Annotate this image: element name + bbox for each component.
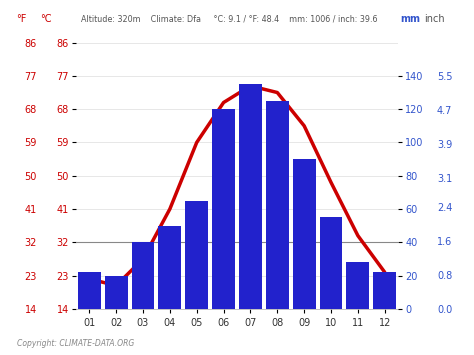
Text: Altitude: 320m    Climate: Dfa     °C: 9.1 / °F: 48.4    mm: 1006 / inch: 39.6: Altitude: 320m Climate: Dfa °C: 9.1 / °F… bbox=[81, 14, 377, 23]
Bar bbox=[78, 272, 100, 309]
Bar bbox=[105, 275, 128, 309]
Text: °C: °C bbox=[40, 14, 52, 24]
Bar bbox=[346, 262, 369, 309]
Bar bbox=[185, 201, 208, 309]
Bar bbox=[374, 272, 396, 309]
Bar bbox=[239, 84, 262, 309]
Bar bbox=[319, 217, 342, 309]
Text: °F: °F bbox=[17, 14, 27, 24]
Bar bbox=[158, 226, 181, 309]
Bar bbox=[212, 109, 235, 309]
Bar bbox=[266, 101, 289, 309]
Text: Copyright: CLIMATE-DATA.ORG: Copyright: CLIMATE-DATA.ORG bbox=[17, 339, 134, 348]
Bar bbox=[132, 242, 155, 309]
Text: mm: mm bbox=[401, 14, 420, 24]
Bar bbox=[293, 159, 316, 309]
Text: inch: inch bbox=[424, 14, 445, 24]
